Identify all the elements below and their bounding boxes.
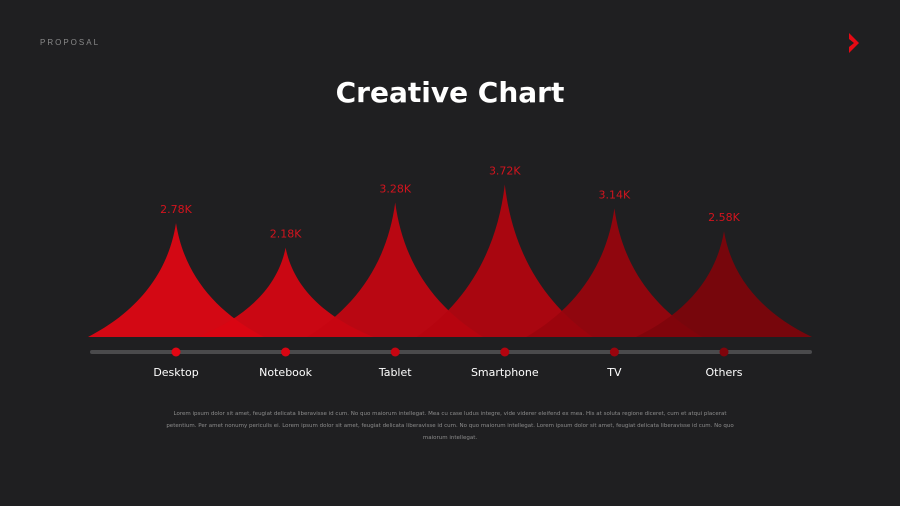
- peak-desktop: [88, 223, 264, 337]
- timeline-dot: [719, 347, 729, 357]
- slide-title: Creative Chart: [335, 76, 565, 109]
- chevron-right-icon: [849, 33, 859, 53]
- value-label: 2.58K: [708, 211, 740, 224]
- timeline-dot: [171, 347, 181, 357]
- peak-smartphone: [416, 184, 593, 337]
- peak-tablet: [307, 202, 484, 337]
- value-label: 2.18K: [270, 228, 302, 241]
- category-label: Smartphone: [471, 366, 539, 379]
- timeline-dot: [500, 347, 510, 357]
- category-label: Notebook: [259, 366, 312, 379]
- slide-kicker: PROPOSAL: [40, 38, 101, 47]
- category-label: Tablet: [378, 366, 412, 379]
- value-label: 3.28K: [379, 183, 411, 196]
- peak-group: [88, 184, 812, 337]
- timeline-dot: [390, 347, 400, 357]
- value-label: 3.72K: [489, 164, 521, 177]
- value-label: 2.78K: [160, 203, 192, 216]
- category-label: Desktop: [153, 366, 198, 379]
- category-label: TV: [606, 366, 622, 379]
- timeline-dot: [609, 347, 619, 357]
- peak-notebook: [197, 247, 374, 337]
- body-paragraph: Lorem ipsum dolor sit amet, feugiat deli…: [166, 411, 734, 441]
- peak-others: [636, 231, 812, 337]
- peak-tv: [526, 208, 703, 337]
- value-label: 3.14K: [599, 188, 631, 201]
- category-label: Others: [706, 366, 743, 379]
- timeline-dot: [281, 347, 291, 357]
